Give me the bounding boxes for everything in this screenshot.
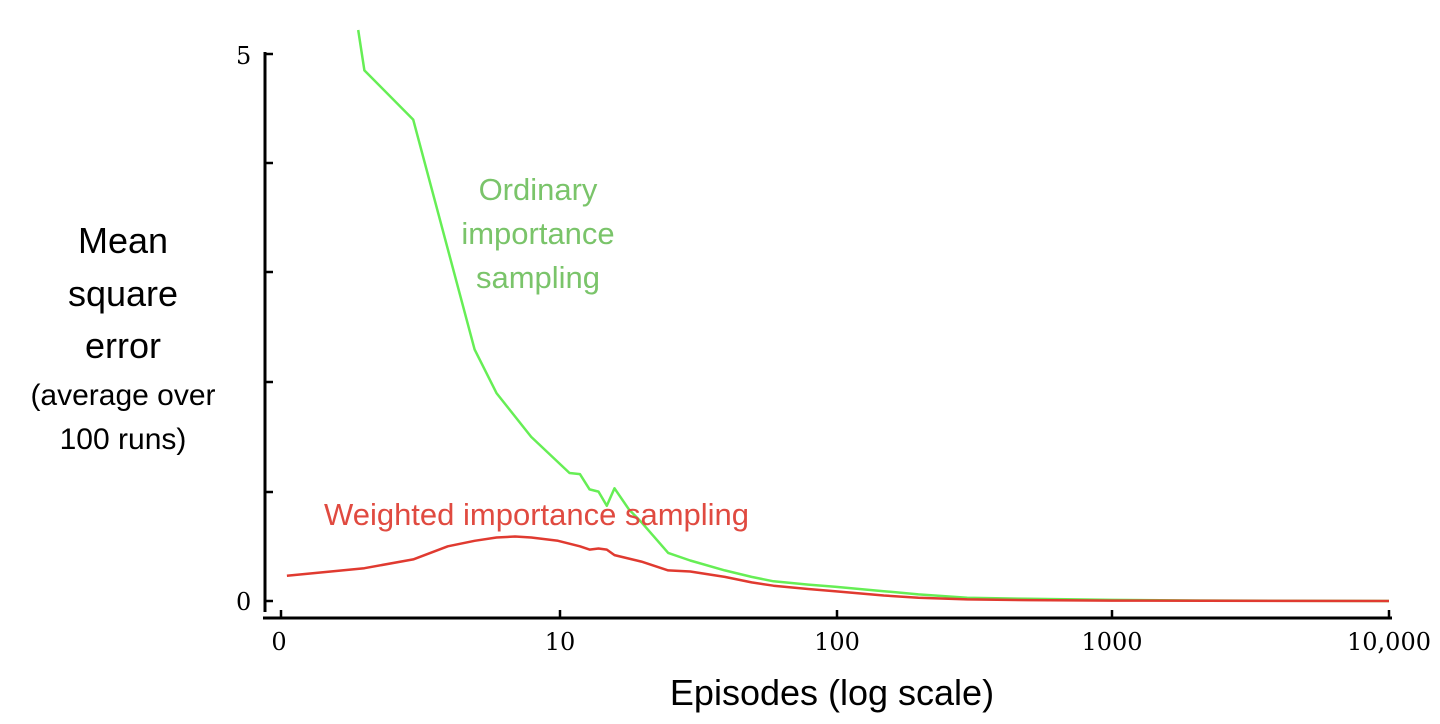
x-tick-label: 0 xyxy=(271,628,286,656)
x-axis-title: Episodes (log scale) xyxy=(670,672,994,713)
series-label-line: Ordinary xyxy=(479,172,598,207)
y-axis-title: Mean square error (average over 100 runs… xyxy=(30,220,215,456)
y-axis-title-line: Mean xyxy=(78,220,168,261)
series-label-line: Weighted importance sampling xyxy=(324,497,749,532)
x-tick-label: 10 xyxy=(545,628,576,656)
y-axis-title-line: (average over xyxy=(30,379,215,412)
y-axis-title-line: square xyxy=(68,273,178,314)
y-axis-title-line: 100 runs) xyxy=(60,423,187,456)
y-ticks xyxy=(265,52,273,603)
series-line-weighted xyxy=(286,535,1390,603)
y-axis-title-line: error xyxy=(85,325,161,366)
x-tick-label: 100 xyxy=(814,628,860,656)
y-tick-label-max: 5 xyxy=(236,42,251,70)
x-tick-label: 10,000 xyxy=(1347,628,1431,656)
series-line-ordinary xyxy=(356,29,1390,603)
series-label-weighted: Weighted importance sampling xyxy=(324,497,749,532)
y-tick-label-min: 0 xyxy=(236,588,251,616)
x-tick-label: 1000 xyxy=(1081,628,1142,656)
series-label-ordinary: Ordinary importance sampling xyxy=(461,172,614,295)
series-label-line: importance xyxy=(461,216,614,251)
x-ticks xyxy=(279,610,1391,618)
series-label-line: sampling xyxy=(476,260,600,295)
